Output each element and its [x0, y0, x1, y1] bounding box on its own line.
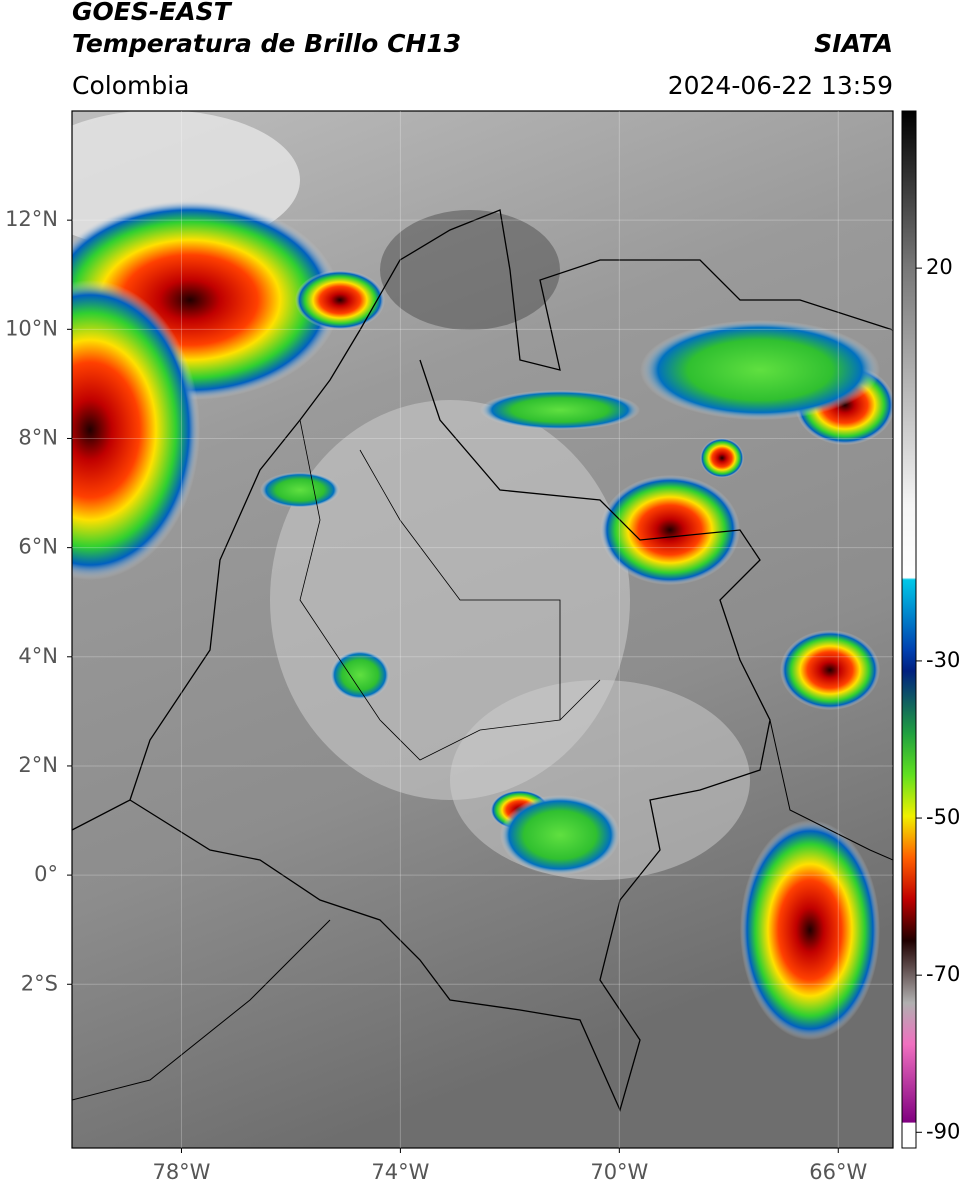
colorbar-tick-label: -50 [926, 805, 960, 829]
map-frame [71, 110, 894, 1149]
x-tick-label: 66°W [809, 1160, 867, 1184]
title: GOES-EAST [72, 0, 233, 26]
y-tick-label: 6°N [18, 535, 58, 559]
y-tick-label: 0° [34, 862, 58, 886]
colorbar-tick-label: -30 [926, 648, 960, 672]
y-tick-label: 8°N [18, 425, 58, 449]
satellite-image [72, 111, 893, 1148]
colorbar [901, 110, 917, 1149]
y-tick-label: 2°S [21, 971, 58, 995]
datetime: 2024-06-22 13:59 [668, 71, 893, 100]
x-tick-label: 74°W [371, 1160, 429, 1184]
x-tick-label: 78°W [152, 1160, 210, 1184]
y-tick-label: 12°N [5, 207, 58, 231]
colorbar-tick-label: 20 [926, 255, 953, 279]
y-tick-label: 10°N [5, 316, 58, 340]
x-tick-label: 70°W [590, 1160, 648, 1184]
y-tick-label: 2°N [18, 753, 58, 777]
region: Colombia [72, 71, 189, 100]
colorbar-tick-label: -70 [926, 962, 960, 986]
y-tick-label: 4°N [18, 644, 58, 668]
subtitle: Temperatura de Brillo CH13 [72, 29, 461, 58]
colorbar-tick-label: -90 [926, 1119, 960, 1143]
source: SIATA [814, 29, 893, 58]
